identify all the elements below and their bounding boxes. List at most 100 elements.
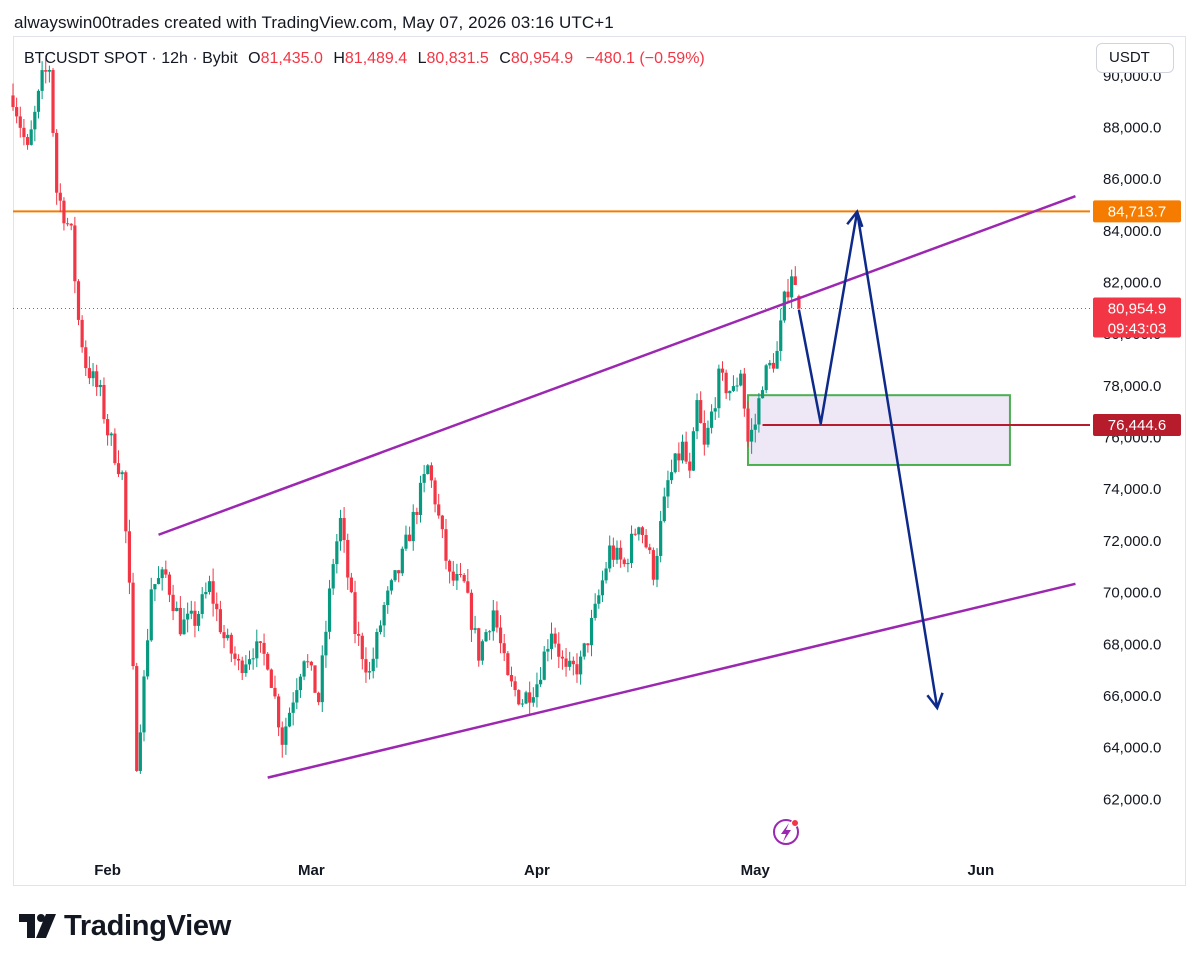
candle-body — [80, 319, 84, 348]
channel-upper-line — [158, 195, 1076, 536]
candle-body — [506, 653, 510, 675]
candle-body — [739, 373, 743, 386]
candle-body — [84, 347, 88, 369]
candle-body — [404, 534, 408, 549]
candle-body — [633, 533, 637, 535]
currency-button[interactable]: USDT — [1096, 43, 1174, 73]
close-label: C — [499, 50, 511, 67]
candle-body — [375, 631, 379, 659]
time-tick-label: Jun — [968, 862, 995, 879]
candle-body — [688, 461, 692, 471]
projection-arrow-down — [926, 692, 944, 711]
candle-body — [549, 633, 554, 649]
candle-body — [244, 664, 248, 674]
candle-body — [127, 531, 132, 583]
candle-body — [695, 400, 699, 432]
candle-body — [186, 613, 190, 620]
candle-body — [153, 584, 157, 590]
bolt-icon[interactable] — [773, 819, 799, 845]
candle-body — [531, 697, 535, 703]
candle-body — [251, 658, 255, 660]
candle-body — [386, 590, 390, 606]
chart-frame — [13, 36, 1186, 886]
candle-body — [196, 613, 201, 626]
time-axis: Feb Mar Apr May Jun — [94, 862, 994, 879]
candle-body — [331, 564, 335, 589]
candle-body — [69, 223, 73, 226]
candle-body — [44, 70, 48, 72]
candle-body — [702, 423, 706, 445]
candle-body — [720, 368, 725, 373]
candle-body — [640, 527, 645, 536]
chart-credit: alwayswin00trades created with TradingVi… — [14, 13, 614, 32]
candle-body — [160, 569, 164, 579]
candle-body — [579, 656, 583, 675]
candle-body — [287, 712, 292, 727]
candle-body — [55, 132, 59, 193]
candle-body — [146, 640, 150, 677]
candle-body — [422, 474, 426, 483]
candle-body — [622, 559, 626, 565]
candle-body — [553, 633, 557, 644]
symbol-info: BTCUSDT SPOT · 12h · Bybit O81,435.0 H81… — [24, 50, 705, 68]
candle-body — [764, 365, 768, 391]
candle-body — [22, 127, 26, 138]
candle-body — [87, 368, 92, 379]
candle-body — [120, 472, 124, 475]
channel-lower-line — [267, 582, 1076, 779]
candle-body — [491, 610, 495, 632]
candle-body — [226, 634, 230, 639]
candle-body — [455, 574, 459, 581]
price-badge — [1093, 200, 1181, 223]
candle-body — [29, 129, 33, 145]
candle-body — [742, 373, 746, 409]
candle-body — [728, 390, 732, 394]
tradingview-wordmark: TradingView — [64, 909, 231, 942]
price-badge — [1093, 414, 1181, 437]
candle-body — [211, 581, 215, 604]
candle-body — [589, 617, 594, 646]
candle-body — [233, 653, 237, 659]
candle-body — [709, 411, 714, 428]
candle-body — [167, 574, 172, 595]
candle-body — [524, 692, 528, 704]
candle-body — [218, 609, 222, 633]
candle-body — [735, 385, 739, 387]
candle-body — [760, 390, 765, 399]
candle-body — [309, 661, 313, 666]
price-tick-label: 68,000.0 — [1103, 636, 1161, 653]
candle-body — [775, 350, 779, 369]
candle-body — [691, 431, 696, 471]
candle-body — [538, 679, 543, 685]
drawings-back — [13, 210, 1090, 466]
candle-body — [324, 631, 328, 656]
candle-body — [266, 653, 270, 670]
candle-body — [731, 386, 736, 391]
candle-body — [320, 655, 324, 703]
candle-body — [626, 562, 630, 565]
price-tick-label: 88,000.0 — [1103, 119, 1161, 136]
candle-body — [124, 472, 128, 532]
candle-body — [76, 281, 81, 320]
candle-body — [371, 658, 375, 672]
candle-body — [65, 223, 70, 225]
candle-body — [306, 661, 310, 663]
candle-body — [277, 696, 281, 728]
low-value: 80,831.5 — [426, 50, 489, 67]
candle-body — [582, 643, 586, 657]
projection-arrow-up — [846, 209, 864, 228]
candle-body — [182, 619, 186, 635]
candle-body — [367, 671, 372, 673]
candle-body — [258, 641, 263, 643]
candle-body — [171, 594, 175, 612]
symbol-name[interactable]: BTCUSDT SPOT · 12h · Bybit — [24, 50, 238, 67]
candle-body — [473, 628, 477, 630]
price-tick-label: 84,000.0 — [1103, 223, 1161, 240]
candle-body — [269, 669, 273, 688]
candle-body — [659, 521, 663, 556]
candle-body — [353, 592, 357, 635]
candle-body — [11, 95, 15, 108]
candle-body — [364, 659, 368, 673]
candle-body — [604, 568, 608, 581]
